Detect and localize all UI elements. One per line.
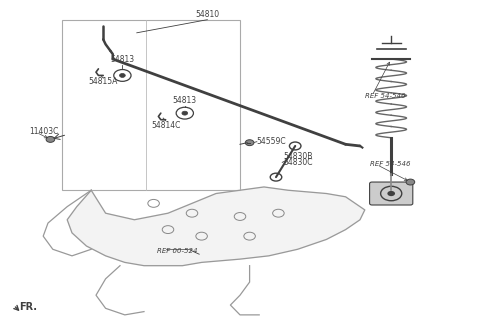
Text: 54559C: 54559C xyxy=(257,137,287,146)
Circle shape xyxy=(46,136,55,142)
Text: REF 54-546: REF 54-546 xyxy=(365,93,405,99)
Text: 11403C: 11403C xyxy=(29,127,58,136)
Text: 54830B: 54830B xyxy=(283,152,312,161)
Text: 54830C: 54830C xyxy=(283,158,312,167)
Circle shape xyxy=(245,140,254,146)
Text: 54813: 54813 xyxy=(173,96,197,105)
Text: REF 54-546: REF 54-546 xyxy=(370,161,410,167)
Text: FR.: FR. xyxy=(19,302,37,312)
Text: REF 00-524: REF 00-524 xyxy=(157,248,198,254)
FancyBboxPatch shape xyxy=(370,182,413,205)
Text: 54814C: 54814C xyxy=(151,121,180,130)
Circle shape xyxy=(182,111,188,115)
Bar xyxy=(62,20,240,190)
Circle shape xyxy=(387,191,395,196)
Circle shape xyxy=(406,179,415,185)
Polygon shape xyxy=(67,187,365,266)
Text: 54810: 54810 xyxy=(195,10,219,19)
Circle shape xyxy=(120,73,125,77)
Text: 54813: 54813 xyxy=(110,55,134,64)
Text: 54815A: 54815A xyxy=(88,77,118,86)
